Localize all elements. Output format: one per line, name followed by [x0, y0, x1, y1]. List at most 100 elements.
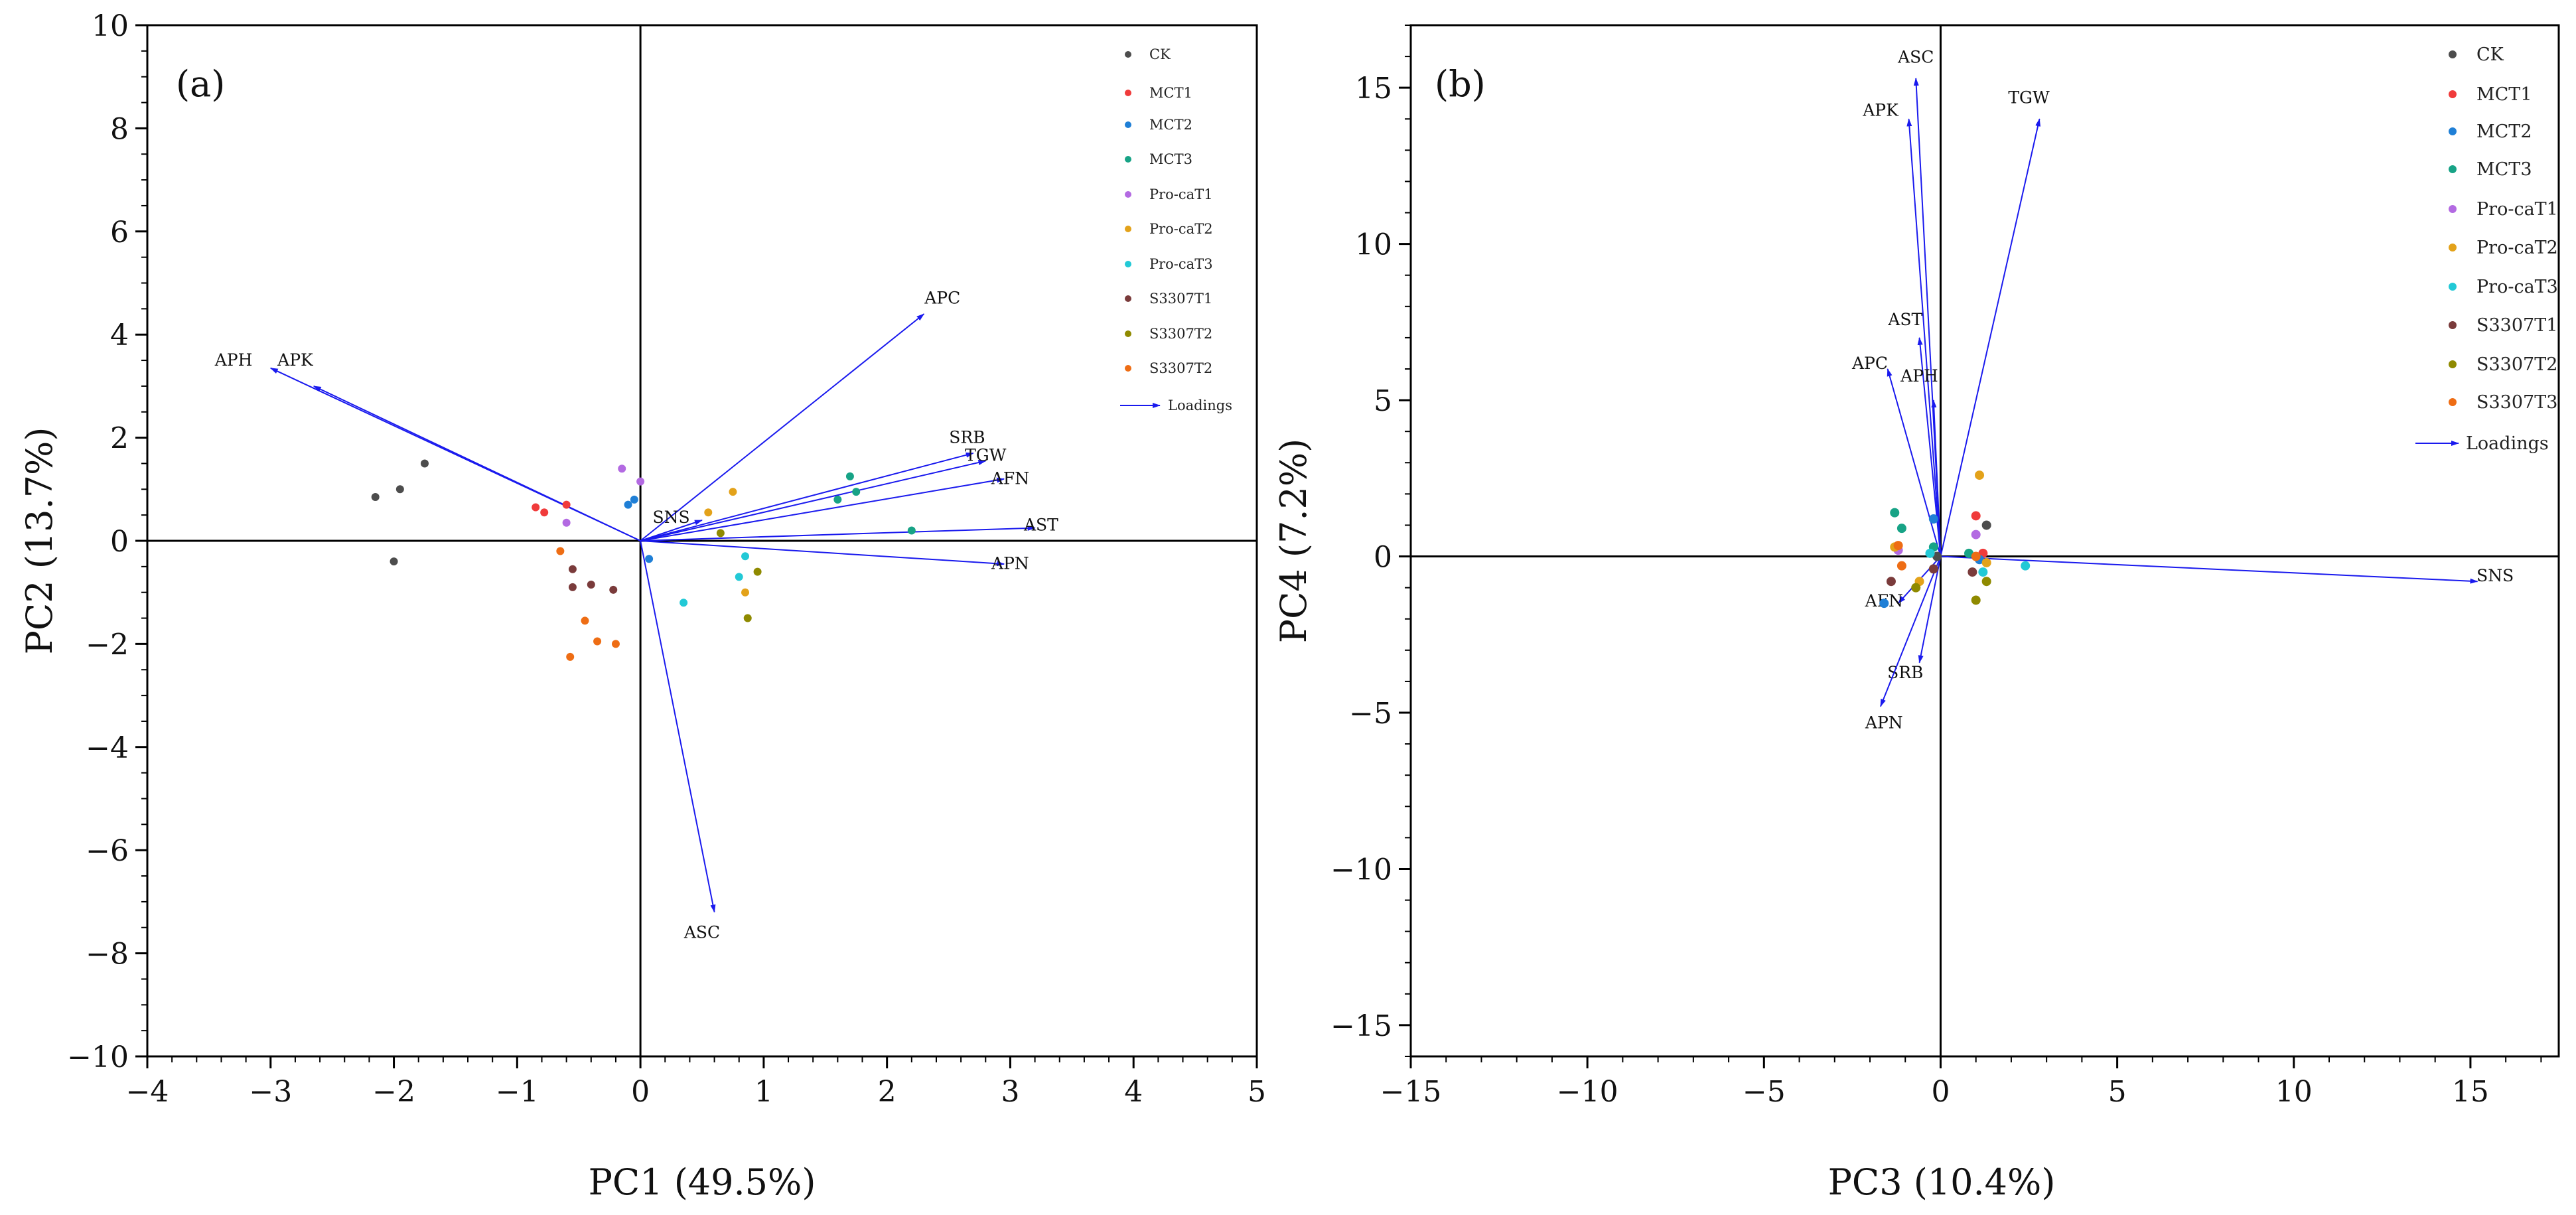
legend-a-procat2-marker [1125, 226, 1131, 232]
legend-b-s3307t3-marker [2449, 398, 2457, 406]
panel-b-plot-frame [1409, 24, 2560, 1058]
legend-b-mct2: MCT2 [2476, 121, 2532, 142]
point-pro-cat3 [680, 599, 688, 607]
x-tick-label: 0 [1931, 1075, 1950, 1109]
point-s3307t1 [1928, 564, 1938, 574]
loading-label-aph: APH [1900, 366, 1938, 386]
point-s3307t2 [1981, 577, 1991, 587]
point-mct2 [645, 555, 654, 563]
loading-arrow-apk [1906, 118, 1942, 557]
loading-arrow-asc [640, 540, 716, 913]
loading-label-asc: ASC [1897, 48, 1934, 67]
panel-b-zero-axes [1411, 25, 2559, 1056]
point-ck [1932, 551, 1942, 561]
legend-a-s3307t2-marker [1125, 330, 1131, 337]
legend-a-ck-marker [1125, 51, 1131, 58]
loading-label-apc: APC [1851, 354, 1888, 373]
y-tick-label: −2 [86, 628, 129, 662]
loading-arrow-apc [1887, 368, 1942, 557]
point-s3307t1 [568, 583, 577, 591]
loading-arrow-afn [640, 477, 1005, 541]
legend-b-mct3: MCT3 [2476, 159, 2532, 180]
loading-arrow-srb [640, 452, 974, 541]
panel-a: (a) PC1 (49.5%) PC2 (13.7%) −4 −3 −2 −1 0 1 2 3… [19, 9, 1266, 1203]
point-pro-cat3 [741, 552, 750, 561]
point-mct3 [1964, 548, 1974, 558]
panel-b-x-ticks: −15 −10 −5 0 5 10 15 [1380, 1056, 2542, 1109]
loading-label-ast: AST [1887, 310, 1922, 329]
point-pro-cat2 [729, 488, 737, 496]
point-s3307t1 [609, 585, 618, 594]
point-mct2 [1928, 514, 1938, 524]
legend-a-mct3-marker [1125, 156, 1131, 163]
loading-arrow-apk [313, 385, 641, 541]
loading-label-apk: APK [1862, 101, 1899, 120]
point-s3307t3 [1893, 541, 1903, 551]
legend-b-s3307t1: S3307T1 [2476, 315, 2557, 336]
loading-arrow-apn [640, 540, 1005, 567]
legend-a-procat3-marker [1125, 261, 1131, 267]
point-mct3 [845, 472, 854, 480]
legend-b-procat3-marker [2449, 283, 2457, 291]
legend-b-procat2: Pro-caT2 [2476, 238, 2558, 258]
x-tick-label: −5 [1743, 1075, 1786, 1109]
point-pro-cat2 [741, 588, 750, 597]
point-mct2 [630, 495, 638, 504]
legend-b-procat1: Pro-caT1 [2476, 199, 2558, 220]
point-ck [1981, 520, 1991, 530]
loading-label-apk: APK [277, 350, 314, 370]
panel-a-xlabel: PC1 (49.5%) [589, 1161, 816, 1203]
y-tick-label: −10 [67, 1040, 129, 1074]
point-pro-cat3 [2021, 561, 2031, 571]
x-tick-label: 5 [1248, 1075, 1266, 1109]
x-tick-label: −1 [496, 1075, 539, 1109]
point-s3307t3 [593, 637, 602, 646]
x-tick-label: 1 [754, 1075, 773, 1109]
point-mct3 [833, 495, 842, 504]
y-tick-label: −10 [1330, 853, 1392, 887]
loading-label-afn: AFN [991, 469, 1029, 488]
point-mct2 [1879, 599, 1889, 608]
x-tick-label: 0 [631, 1075, 650, 1109]
loading-label-ast: AST [1023, 515, 1058, 534]
legend-a-procat1: Pro-caT1 [1149, 186, 1213, 202]
x-tick-label: −2 [372, 1075, 415, 1109]
y-tick-label: 0 [1374, 541, 1392, 575]
loading-label-asc: ASC [683, 922, 720, 942]
panel-a-ylabel: PC2 (13.7%) [19, 427, 60, 655]
point-ck [421, 459, 429, 468]
point-s3307t1 [1968, 567, 1977, 577]
point-mct3 [1896, 524, 1906, 534]
point-s3307t3 [1971, 551, 1981, 561]
point-pro-cat2 [704, 508, 713, 517]
point-ck [371, 492, 380, 501]
legend-b-loadings: Loadings [2466, 433, 2549, 454]
legend-b-mct1-marker [2449, 90, 2457, 98]
legend-a-ck: CK [1149, 46, 1171, 62]
y-tick-label: −4 [86, 731, 129, 765]
legend-a-procat3: Pro-caT3 [1149, 256, 1213, 272]
panel-a-label: (a) [176, 63, 225, 105]
point-pro-cat1 [562, 518, 571, 527]
x-tick-label: −15 [1380, 1075, 1442, 1109]
panel-a-zero-axes [147, 25, 1257, 1056]
loading-arrow-sns [1940, 555, 2478, 584]
legend-b-s3307t3: S3307T3 [2476, 392, 2557, 413]
point-pro-cat3 [1978, 567, 1988, 577]
legend-a-s3307t3: S3307T2 [1149, 360, 1212, 376]
point-mct1 [562, 500, 571, 509]
point-pro-cat1 [1971, 530, 1981, 539]
loading-label-apn: APN [1865, 713, 1903, 733]
legend-b-mct3-marker [2449, 165, 2457, 173]
loading-label-tgw: TGW [965, 446, 1007, 465]
loading-arrow-srb [1918, 556, 1942, 664]
y-tick-label: 0 [110, 525, 129, 559]
legend-b-ck-marker [2449, 50, 2457, 58]
point-mct3 [852, 488, 861, 496]
legend-a-s3307t1: S3307T1 [1149, 291, 1212, 307]
point-mct3 [907, 526, 916, 535]
y-tick-label: −8 [86, 938, 129, 971]
legend-a-s3307t2: S3307T2 [1149, 326, 1212, 342]
legend-b-ck: CK [2476, 44, 2504, 65]
